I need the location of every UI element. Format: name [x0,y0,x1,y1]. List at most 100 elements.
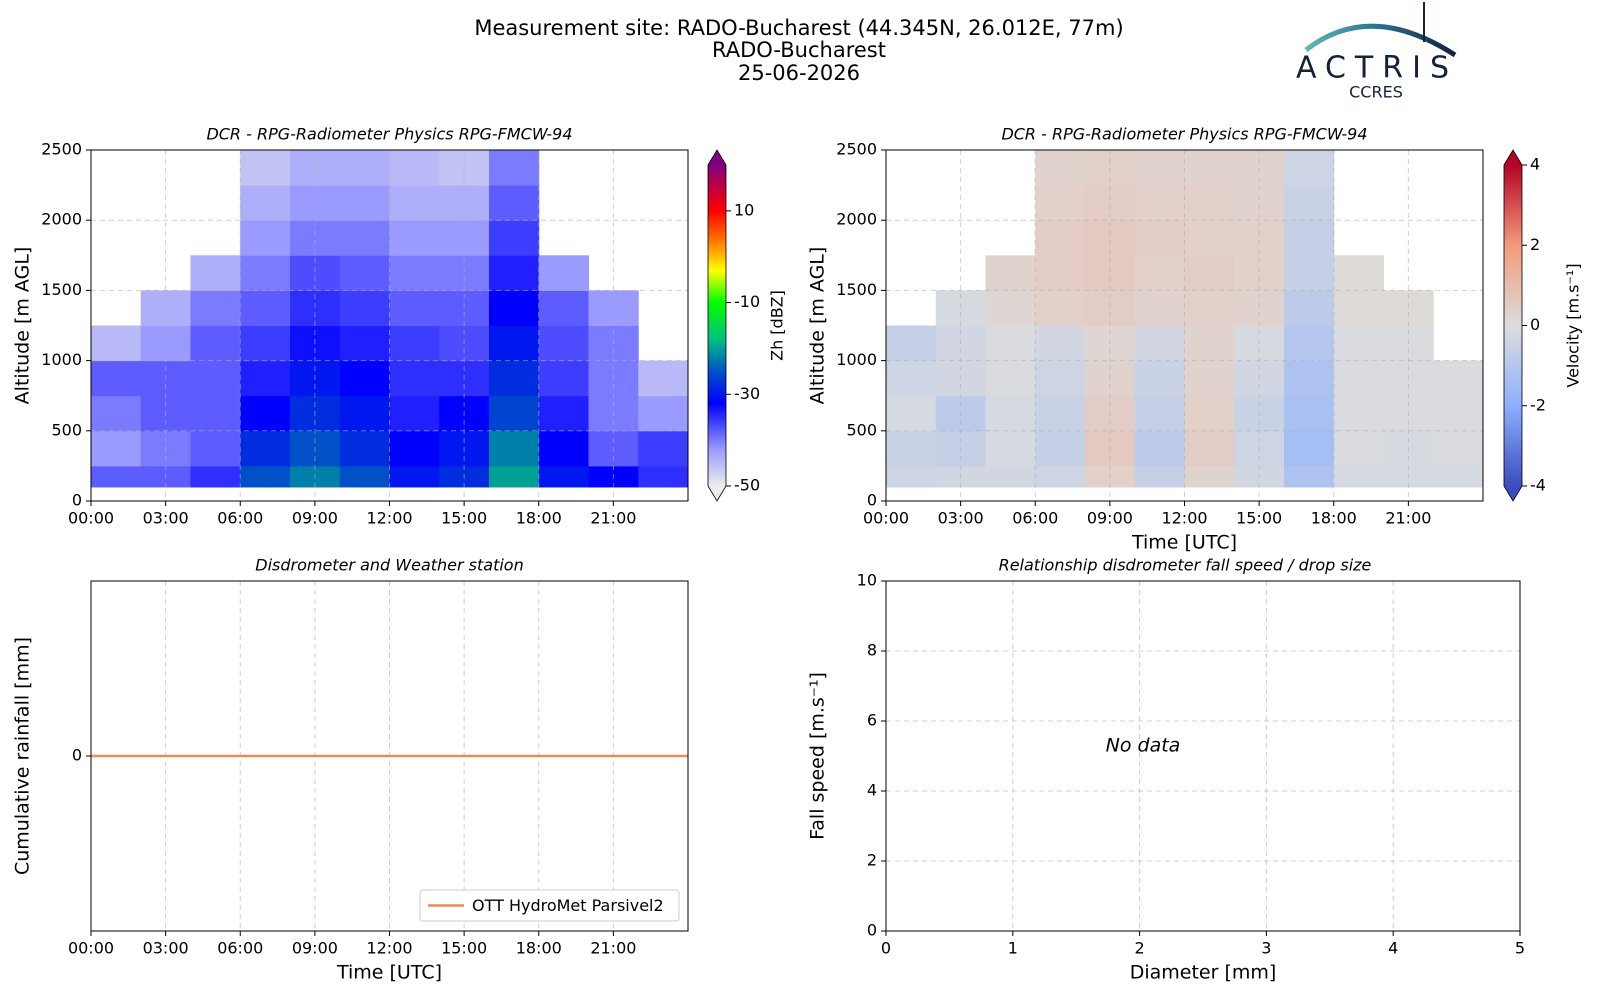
y-tick-label: 0 [72,746,82,765]
heatmap-cell [1333,255,1384,291]
suptitle: Measurement site: RADO-Bucharest (44.345… [474,16,1123,40]
colorbar-tick-label: -2 [1530,395,1546,414]
heatmap-cell [1035,325,1086,362]
heatmap-cell [1333,465,1384,488]
x-tick-label: 12:00 [1161,509,1207,528]
heatmap-cell [489,395,540,432]
heatmap-cell [339,290,390,326]
heatmap-cell [1433,360,1484,397]
x-tick-label: 09:00 [1087,509,1133,528]
heatmap-cell [638,395,689,432]
subplot-title: DCR - RPG-Radiometer Physics RPG-FMCW-94 [206,125,572,144]
logo-subtext: CCRES [1349,83,1403,102]
heatmap-cell [1134,465,1185,488]
heatmap-cell [886,395,937,432]
colorbar-extend [1504,150,1522,165]
heatmap-cell [1284,150,1335,186]
heatmap-cell [985,255,1036,291]
x-tick-label: 4 [1388,939,1398,958]
heatmap-cell [339,465,390,488]
heatmap-cell [1184,395,1235,432]
heatmap-cell [886,360,937,397]
x-tick-label: 06:00 [1012,509,1058,528]
y-tick-label: 1000 [836,350,877,369]
heatmap-cell [1284,395,1335,432]
y-tick-label: 4 [867,781,877,800]
heatmap-cell [339,185,390,221]
heatmap-cell [1184,290,1235,326]
heatmap-cell [389,185,440,221]
heatmap-cell [240,150,291,186]
x-axis-label: Time [UTC] [336,962,442,984]
x-tick-label: 09:00 [292,939,338,958]
heatmap-cell [638,360,689,397]
heatmap-cell [538,465,589,488]
x-tick-label: 03:00 [143,939,189,958]
heatmap-cell [1134,290,1185,326]
heatmap-cell [1035,395,1086,432]
heatmap-cell [1184,360,1235,397]
heatmap-cell [1035,465,1086,488]
heatmap-cell [240,255,291,291]
heatmap-cell [389,360,440,397]
colorbar-tick-label: 2 [1530,235,1540,254]
subplot-title: Relationship disdrometer fall speed / dr… [999,556,1372,575]
heatmap-cell [190,430,241,467]
heatmap-cell [1035,150,1086,186]
heatmap-cell [538,290,589,326]
heatmap-cell [389,150,440,186]
annotation: No data [1106,735,1181,757]
colorbar-tick-label: -10 [734,292,760,311]
x-tick-label: 06:00 [217,509,263,528]
heatmap-cell [91,360,142,397]
heatmap-cell [489,220,540,256]
heatmap-cell [240,430,291,467]
heatmap-cell [1184,185,1235,221]
x-axis-label: Diameter [mm] [1130,962,1277,984]
heatmap-cell [91,325,142,362]
colorbar-extend [708,150,726,165]
panel: 00:00 03:00 06:00 09:00 12:00 15:00 18:00 21:00… [12,125,787,528]
heatmap-cell [91,430,142,467]
heatmap-cell [886,430,937,467]
heatmap-cell [985,360,1036,397]
heatmap-cell [240,290,291,326]
heatmap-cell [1035,220,1086,256]
x-tick-label: 03:00 [938,509,984,528]
heatmap-cell [1184,255,1235,291]
heatmap-cell [1134,325,1185,362]
heatmap-cell [389,395,440,432]
heatmap-cell [638,430,689,467]
heatmap-cell [339,395,390,432]
heatmap-cell [489,325,540,362]
heatmap-cell [489,185,540,221]
x-tick-label: 3 [1261,939,1271,958]
colorbar-extend [708,486,726,501]
x-tick-label: 00:00 [863,509,909,528]
y-tick-label: 500 [846,420,877,439]
heatmap-cell [1284,185,1335,221]
heatmap-cell [190,290,241,326]
legend-label: OTT HydroMet Parsivel2 [472,896,664,915]
x-axis-label: Time [UTC] [1131,532,1237,554]
x-tick-label: 15:00 [441,509,487,528]
y-tick-label: 0 [867,491,877,510]
heatmap-cell [1333,290,1384,326]
heatmap-cell [389,220,440,256]
heatmap-cell [389,255,440,291]
heatmap-cell [240,185,291,221]
heatmap-cell [538,430,589,467]
colorbar-tick-label: 0 [1530,315,1540,334]
x-tick-label: 0 [881,939,891,958]
y-tick-label: 2000 [41,210,82,229]
heatmap-cell [1284,290,1335,326]
axes-frame [885,580,1521,932]
heatmap-cell [886,325,937,362]
y-tick-label: 1500 [836,280,877,299]
heatmap-cell [339,325,390,362]
x-tick-label: 12:00 [366,509,412,528]
y-tick-label: 10 [857,571,877,590]
heatmap-cell [1284,325,1335,362]
heatmap-cell [1284,430,1335,467]
heatmap-cell [985,465,1036,488]
